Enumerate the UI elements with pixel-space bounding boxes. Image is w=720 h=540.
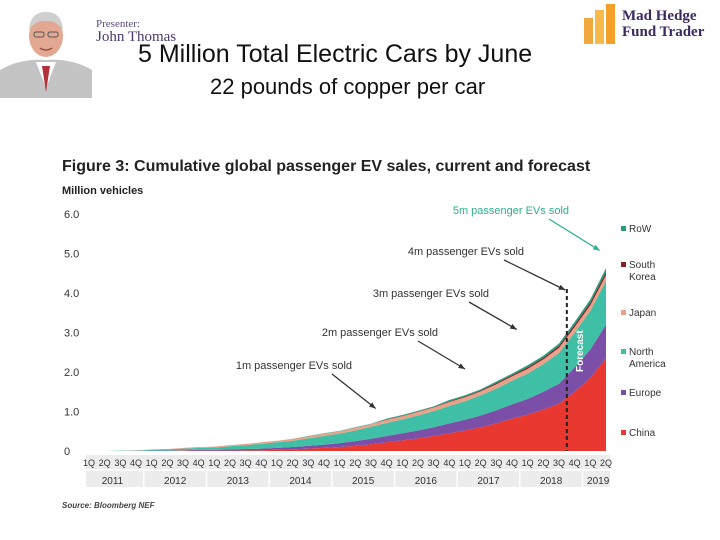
x-tick-quarter: 3Q [490, 458, 502, 468]
slide-subtitle: 22 pounds of copper per car [210, 74, 486, 99]
legend-label: North [629, 347, 653, 358]
x-tick-year: 2016 [415, 476, 438, 487]
x-tick-quarter: 4Q [130, 458, 142, 468]
presenter-label: Presenter: [96, 18, 140, 30]
x-tick-quarter: 2Q [287, 458, 299, 468]
x-tick-quarter: 1Q [83, 458, 95, 468]
x-tick-quarter: 2Q [224, 458, 236, 468]
presenter-name: John Thomas [96, 29, 177, 45]
y-tick-label: 0 [64, 446, 70, 458]
y-axis-units: Million vehicles [62, 185, 144, 197]
area-china [89, 358, 606, 451]
y-tick-label: 3.0 [64, 328, 79, 340]
x-tick-quarter: 2Q [412, 458, 424, 468]
annotation-arrow-line [468, 301, 518, 331]
x-tick-quarter: 1Q [334, 458, 346, 468]
x-tick-year: 2017 [477, 476, 500, 487]
x-tick-quarter: 1Q [396, 458, 408, 468]
legend-label: China [629, 428, 656, 439]
annotation-arrowhead-icon [368, 402, 376, 409]
x-tick-quarter: 3Q [240, 458, 252, 468]
figure-source: Source: Bloomberg NEF [62, 501, 155, 510]
x-tick-quarter: 1Q [146, 458, 158, 468]
x-tick-quarter: 4Q [193, 458, 205, 468]
x-tick-quarter: 2Q [475, 458, 487, 468]
x-tick-quarter: 3Q [177, 458, 189, 468]
legend-label: South [629, 260, 655, 271]
x-tick-quarter: 4Q [255, 458, 267, 468]
annotation-arrowhead-icon [509, 323, 517, 330]
x-tick-quarter: 4Q [381, 458, 393, 468]
annotation-arrow-line [503, 259, 566, 291]
y-tick-label: 6.0 [64, 209, 79, 221]
x-tick-quarter: 1Q [584, 458, 596, 468]
annotation-label: 2m passenger EVs sold [322, 327, 438, 339]
annotation-arrowhead-icon [558, 284, 566, 290]
x-tick-quarter: 1Q [271, 458, 283, 468]
x-tick-quarter: 1Q [459, 458, 471, 468]
x-tick-quarter: 2Q [537, 458, 549, 468]
legend-swatch-north-america [621, 349, 626, 354]
slide-title: 5 Million Total Electric Cars by June [138, 40, 533, 68]
legend-swatch-china [621, 430, 626, 435]
x-tick-quarter: 4Q [569, 458, 581, 468]
year-axis-band [86, 471, 610, 487]
x-tick-year: 2015 [352, 476, 375, 487]
x-tick-quarter: 1Q [208, 458, 220, 468]
x-tick-year: 2018 [540, 476, 563, 487]
legend-swatch-japan [621, 310, 626, 315]
x-tick-quarter: 3Q [365, 458, 377, 468]
annotation-label: 5m passenger EVs sold [453, 205, 569, 217]
annotation-arrow-line [331, 373, 377, 410]
x-tick-quarter: 3Q [428, 458, 440, 468]
x-tick-year: 2019 [587, 476, 610, 487]
x-tick-quarter: 1Q [522, 458, 534, 468]
legend-label: Europe [629, 388, 662, 399]
x-tick-quarter: 2Q [349, 458, 361, 468]
annotation-arrow-line [417, 340, 466, 370]
x-tick-year: 2014 [289, 476, 312, 487]
annotation-arrowhead-icon [458, 363, 465, 369]
y-tick-label: 1.0 [64, 407, 79, 419]
legend-swatch-south-korea [621, 262, 626, 267]
x-tick-quarter: 2Q [161, 458, 173, 468]
annotation-arrow-line [548, 218, 601, 252]
presenter-photo [0, 0, 92, 98]
x-tick-quarter: 3Q [553, 458, 565, 468]
x-tick-year: 2011 [102, 476, 124, 487]
x-tick-year: 2013 [227, 476, 250, 487]
x-tick-quarter: 2Q [99, 458, 111, 468]
x-tick-quarter: 3Q [302, 458, 314, 468]
logo-line2: Fund Trader [622, 24, 705, 40]
x-tick-quarter: 4Q [443, 458, 455, 468]
y-tick-label: 5.0 [64, 249, 79, 261]
legend-swatch-row [621, 226, 626, 231]
area-europe [89, 324, 606, 451]
forecast-label: Forecast [575, 330, 586, 372]
x-tick-year: 2012 [164, 476, 187, 487]
logo-bars-icon [584, 4, 615, 44]
figure-title: Figure 3: Cumulative global passenger EV… [62, 158, 591, 175]
legend-label: RoW [629, 224, 652, 235]
mad-hedge-logo: Mad Hedge Fund Trader [582, 2, 718, 46]
x-tick-quarter: 4Q [318, 458, 330, 468]
y-tick-label: 2.0 [64, 367, 79, 379]
annotation-label: 3m passenger EVs sold [373, 288, 489, 300]
logo-line1: Mad Hedge [622, 8, 697, 24]
x-tick-quarter: 2Q [600, 458, 612, 468]
x-tick-quarter: 4Q [506, 458, 518, 468]
legend-swatch-europe [621, 390, 626, 395]
area-north-america [89, 281, 606, 451]
annotation-label: 4m passenger EVs sold [408, 246, 524, 258]
y-tick-label: 4.0 [64, 288, 79, 300]
quarter-axis-band [86, 455, 610, 469]
annotation-arrowhead-icon [592, 244, 600, 251]
x-tick-quarter: 3Q [114, 458, 126, 468]
legend-label: America [629, 359, 666, 370]
annotation-label: 1m passenger EVs sold [236, 360, 352, 372]
legend-label: Japan [629, 308, 656, 319]
legend-label: Korea [629, 272, 656, 283]
